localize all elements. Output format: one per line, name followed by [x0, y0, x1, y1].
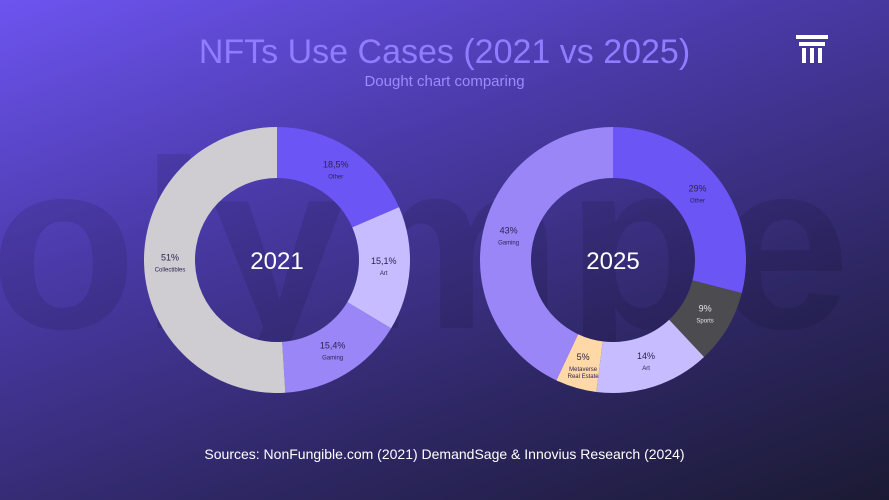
slice-2025-sports — [669, 280, 742, 357]
slice-category-label: Other — [690, 198, 705, 204]
slice-value-label: 43% — [500, 226, 518, 236]
donut-center-label: 2025 — [586, 248, 639, 275]
donut-center-label: 2021 — [250, 248, 303, 275]
slice-2021-other — [277, 127, 400, 228]
slice-2025-metaverse-real-estate — [556, 334, 603, 392]
slice-value-label: 5% — [577, 352, 590, 362]
donut-chart-2021: 18,5% Other 15,1% Art 15,4% Gaming 51% Collecti… — [143, 127, 410, 393]
slice-2025-art — [596, 319, 705, 394]
source-footnote: Sources: NonFungible.com (2021) DemandSa… — [204, 446, 685, 462]
slice-2021-collectibles — [143, 127, 286, 393]
slice-2025-other — [613, 127, 746, 294]
slice-value-label: 15,4% — [320, 340, 346, 350]
slice-2021-gaming — [282, 302, 392, 393]
slice-category-label: Sports — [696, 318, 713, 324]
slice-category-label: Gaming — [322, 355, 343, 361]
slice-category-label: Gaming — [498, 241, 519, 247]
pillar-logo-icon — [796, 35, 828, 63]
slice-category-label: Collectibles — [155, 267, 186, 273]
slice-category-label: Art — [642, 366, 650, 372]
slice-value-label: 29% — [689, 183, 707, 193]
slice-category-label: Real Estate — [568, 374, 600, 380]
slice-value-label: 51% — [161, 252, 179, 262]
slice-value-label: 14% — [637, 351, 655, 361]
chart-title: NFTs Use Cases (2021 vs 2025) — [198, 33, 691, 71]
slice-category-label: Metaverse — [569, 367, 598, 373]
slice-value-label: 15,1% — [371, 256, 397, 266]
slice-value-label: 9% — [699, 303, 712, 313]
slice-2021-art — [347, 207, 410, 329]
slice-2025-gaming — [479, 127, 613, 381]
slice-category-label: Other — [328, 175, 343, 181]
chart-subtitle: Dought chart comparing — [364, 73, 525, 90]
slice-value-label: 18,5% — [323, 160, 349, 170]
slice-category-label: Art — [380, 271, 388, 277]
